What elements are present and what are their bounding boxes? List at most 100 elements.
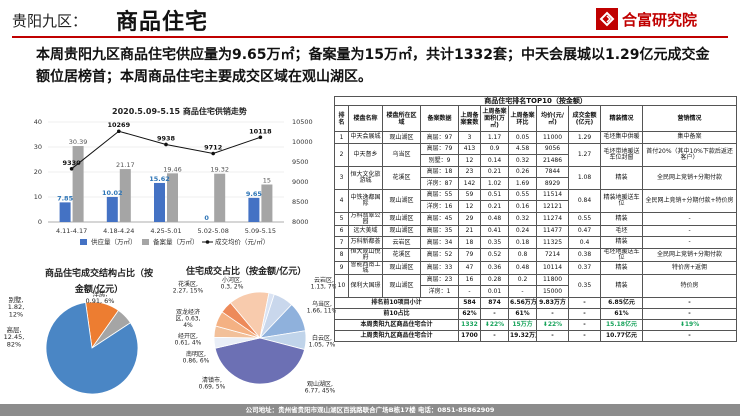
table-header-cell: 均价(元/㎡) [536,105,569,132]
line-label-price: 9712 [204,144,222,152]
summary-cell: 6.85亿元 [600,296,643,309]
summary-cell: - [480,307,509,320]
table-cell: 高层：35 [420,224,459,237]
table-cell: 万科新都荟 [348,236,383,249]
pie-label-district: 观山湖区, 6.77, 45% [305,380,336,395]
summary-change: 22% [489,321,505,328]
left-tick-label: 0 [38,218,42,226]
table-cell: 集中备案 [641,131,738,144]
table-cell: 11800 [536,273,569,286]
table-cell: 21 [458,224,481,237]
table-header-cell: 营销情况 [641,105,738,132]
right-tick-label: 9000 [292,178,309,186]
left-tick-label: 20 [34,168,42,176]
table-cell: 高层：34 [420,236,459,249]
bar-supply [248,197,260,222]
summary-cell: 15.18亿元 [600,318,643,331]
bar-label-supply: 7.85 [57,194,74,202]
table-header-cell: 楼盘所在区域 [382,105,421,132]
summary-label: 前10占比 [334,307,459,320]
bar-label-record: 19.32 [210,166,229,174]
summary-change: 22% [547,321,563,328]
summary-cell: 874 [480,296,509,309]
table-row: 别墅：9 12 0.14 0.32 21486 [335,154,737,167]
table-cell: 1.17 [480,131,509,144]
table-row: 3 恒大文化旅游城 花溪区 高层：18 23 0.21 0.26 7844 1.08 精装 全民网上… [334,165,738,190]
table-cell: 0.84 [568,188,601,213]
logo-text: 合富研究院 [622,10,698,29]
summary-cell: 61% [600,307,643,320]
right-tick-label: 8500 [292,198,309,206]
table-cell: 精装地暖送车位 [600,188,643,213]
table-cell: 7214 [536,247,569,262]
table-cell: 0.37 [568,260,601,275]
table-header-cell: 排名 [334,105,349,132]
table-cell: 1.69 [508,177,537,190]
table-cell: 12 [458,200,481,213]
table-row: 4 中铁逸都国际 观山湖区 高层：55 59 0.51 0.55 11514 0.84 精装地暖送… [334,188,738,213]
summary-cell: - [568,296,601,309]
pie-label-structure: 别墅, 1.82, 12% [8,295,25,318]
bar-record [261,184,273,222]
bar-record [214,173,226,222]
table-cell: 15000 [536,285,569,298]
logo-mark-icon [596,8,618,30]
header-divider [12,36,728,38]
summary-cell: 62% [458,307,481,320]
summary-label: 排名前10项目小计 [334,296,459,309]
table-cell: - [641,236,738,249]
summary-cell: - [568,329,601,342]
down-arrow-icon: ⬇ [679,321,685,328]
bar-label-record: 30.39 [69,138,88,146]
summary-cell: 584 [458,296,481,309]
table-cell: 全民网上竞销+分期付款 [641,247,738,262]
bar-label-supply: 0 [204,214,209,222]
down-arrow-icon: ⬇ [484,321,490,328]
table-cell: 18 [458,236,481,249]
table-cell: 0.21 [480,200,509,213]
structure-pie-title: 商品住宅成交结构占比（按金额/亿元） [44,269,153,295]
table-cell: 11274 [536,211,569,226]
table-cell: 鲁能西南工城 [348,260,383,275]
summary-cell: - [568,307,601,320]
x-tick-label: 4.18-4.24 [103,227,134,235]
line-label-price: 10118 [249,127,272,135]
table-cell: 0.14 [480,154,509,167]
table-cell: 9 [334,260,349,275]
table-row: 5 万科翡翠公园 观山湖区 高层：45 29 0.48 0.32 11274 0.55 精装 - [334,211,738,226]
table-cell: 高层：23 [420,273,459,286]
footer-address: 公司地址：贵州省贵阳市观山湖区百挑路联合广场B栋17楼 电话：0851-8586… [0,404,740,416]
table-cell: 花溪区 [382,247,421,262]
table-cell: 高层：45 [420,211,459,226]
table-cell: 0.21 [480,165,509,178]
table-cell: 0.52 [480,247,509,262]
table-cell: 0.32 [508,211,537,226]
table-cell: 精装 [600,236,643,249]
table-summary-row: 本周贵阳九区商品住宅合计 1332 ⬇22% 15万方 ⬇22% -15.18亿元 ⬇19%… [334,318,738,331]
legend-label: 供应量（万㎡） [91,237,137,246]
table-row: 洋房：1-0.01-15000 [335,285,737,298]
table-row: 9 鲁能西南工城 观山湖区 高层：33 47 0.36 0.48 10114 0.37 精装 特价房… [334,260,738,275]
table-row: 洋房：87 142 1.02 1.69 8929 [335,177,737,190]
bar-record [167,173,178,222]
table-cell: 精装 [600,260,643,275]
table-cell: 0.48 [480,211,509,226]
table-cell: 中天督乡 [348,142,383,167]
pie-label-district: 花溪区, 2.27, 15% [173,280,204,295]
table-cell: 0.41 [480,224,509,237]
table-cell: 0.28 [480,273,509,286]
table-cell: 0.47 [568,224,601,237]
supply-chart-title: 2020.5.09-5.15 商品住宅供销走势 [112,107,247,116]
table-cell: 8929 [536,177,569,190]
table-cell: 高层：97 [420,131,459,144]
table-header-cell: 上周备案面积(万㎡) [480,105,509,132]
table-cell: 特价房+返佣 [641,260,738,275]
table-cell: 6 [334,224,349,237]
table-cell: 观山湖区 [382,273,421,298]
bar-record [119,169,131,222]
table-cell: 高层：55 [420,188,459,201]
page-title: 商品住宅 [116,10,209,35]
table-header-cell: 成交金额(亿元) [568,105,601,132]
